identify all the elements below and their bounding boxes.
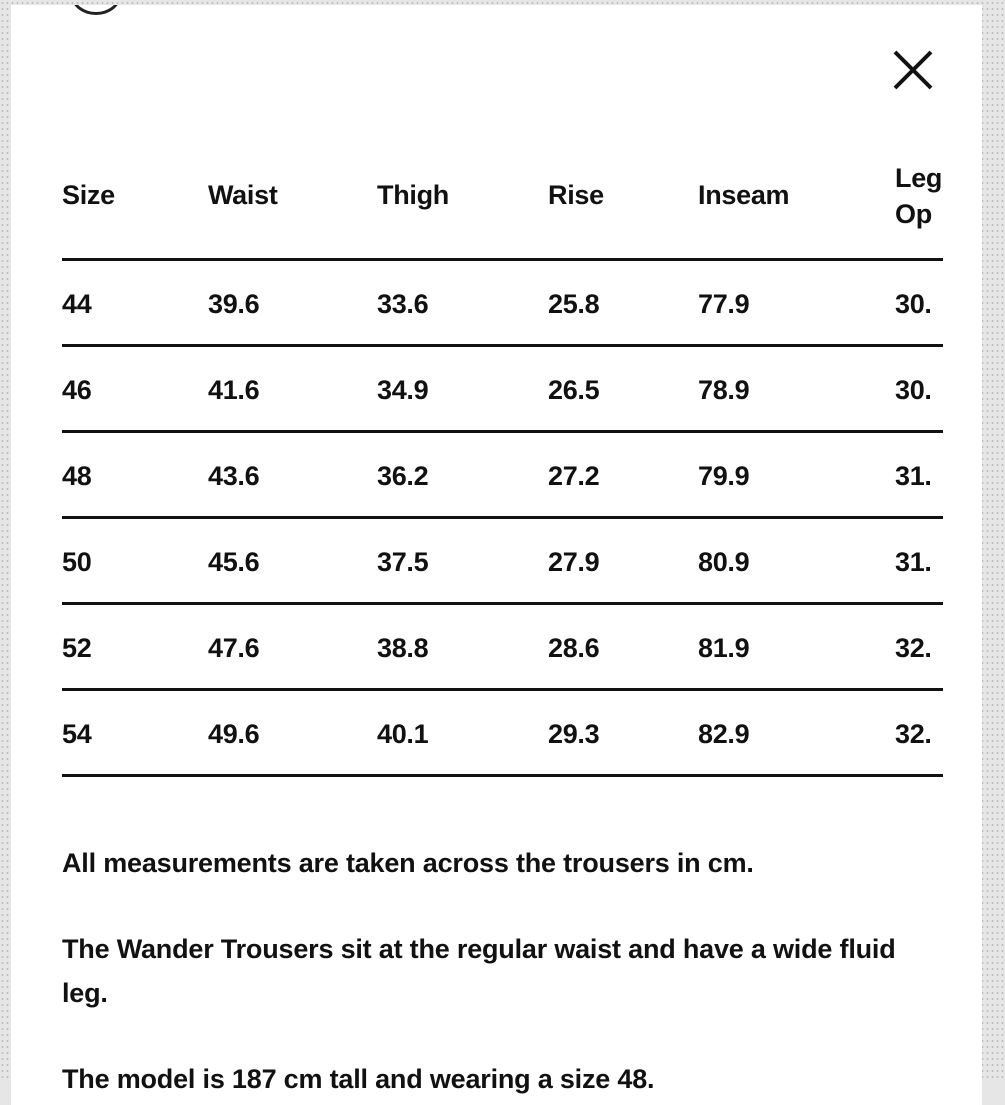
table-cell: 26.5 (548, 375, 600, 405)
table-cell: 44 (62, 289, 92, 319)
table-cell: 33.6 (377, 289, 429, 319)
table-row: 48 43.6 36.2 27.2 79.9 31. (62, 433, 943, 519)
table-cell: 27.2 (548, 461, 600, 491)
table-cell: 49.6 (208, 719, 260, 749)
logo-fragment (71, 5, 121, 15)
note-model: The model is 187 cm tall and wearing a s… (62, 1064, 655, 1094)
table-cell: 29.3 (548, 719, 600, 749)
table-cell: 32. (895, 719, 932, 749)
note-measurements: All measurements are taken across the tr… (62, 848, 754, 878)
table-cell: 54 (62, 719, 92, 749)
header-inseam: Inseam (698, 180, 790, 210)
table-cell: 82.9 (698, 719, 750, 749)
table-cell: 78.9 (698, 375, 750, 405)
table-cell: 32. (895, 633, 932, 663)
table-cell: 43.6 (208, 461, 260, 491)
header-thigh: Thigh (377, 180, 449, 210)
header-rise: Rise (548, 180, 604, 210)
table-cell: 77.9 (698, 289, 750, 319)
table-cell: 30. (895, 289, 932, 319)
note-fit: The Wander Trousers sit at the regular w… (62, 934, 896, 1008)
header-leg-opening: Leg Op (895, 163, 943, 229)
table-cell: 31. (895, 461, 932, 491)
table-cell: 25.8 (548, 289, 600, 319)
table-cell: 79.9 (698, 461, 750, 491)
table-cell: 47.6 (208, 633, 260, 663)
table-cell: 37.5 (377, 547, 429, 577)
table-cell: 41.6 (208, 375, 260, 405)
table-cell: 39.6 (208, 289, 260, 319)
table-cell: 36.2 (377, 461, 429, 491)
header-waist: Waist (208, 180, 278, 210)
table-row: 52 47.6 38.8 28.6 81.9 32. (62, 605, 943, 691)
table-row: 50 45.6 37.5 27.9 80.9 31. (62, 519, 943, 605)
table-cell: 45.6 (208, 547, 260, 577)
table-row: 46 41.6 34.9 26.5 78.9 30. (62, 347, 943, 433)
table-cell: 31. (895, 547, 932, 577)
header-size: Size (62, 180, 115, 210)
size-guide-modal: Size Waist Thigh Rise Inseam Leg Op 44 39… (11, 5, 982, 1105)
table-cell: 81.9 (698, 633, 750, 663)
table-cell: 28.6 (548, 633, 600, 663)
table-header: Size Waist Thigh Rise Inseam Leg Op (62, 155, 943, 261)
table-cell: 48 (62, 461, 92, 491)
table-cell: 50 (62, 547, 92, 577)
size-notes: All measurements are taken across the tr… (62, 841, 942, 1105)
table-cell: 46 (62, 375, 92, 405)
table-cell: 27.9 (548, 547, 600, 577)
table-row: 54 49.6 40.1 29.3 82.9 32. (62, 691, 943, 777)
table-cell: 38.8 (377, 633, 429, 663)
table-row: 44 39.6 33.6 25.8 77.9 30. (62, 261, 943, 347)
table-cell: 34.9 (377, 375, 429, 405)
table-cell: 52 (62, 633, 92, 663)
close-icon (893, 50, 933, 90)
table-cell: 40.1 (377, 719, 429, 749)
size-table: Size Waist Thigh Rise Inseam Leg Op 44 39… (62, 155, 943, 777)
table-cell: 30. (895, 375, 932, 405)
close-button[interactable] (891, 48, 935, 92)
table-cell: 80.9 (698, 547, 750, 577)
